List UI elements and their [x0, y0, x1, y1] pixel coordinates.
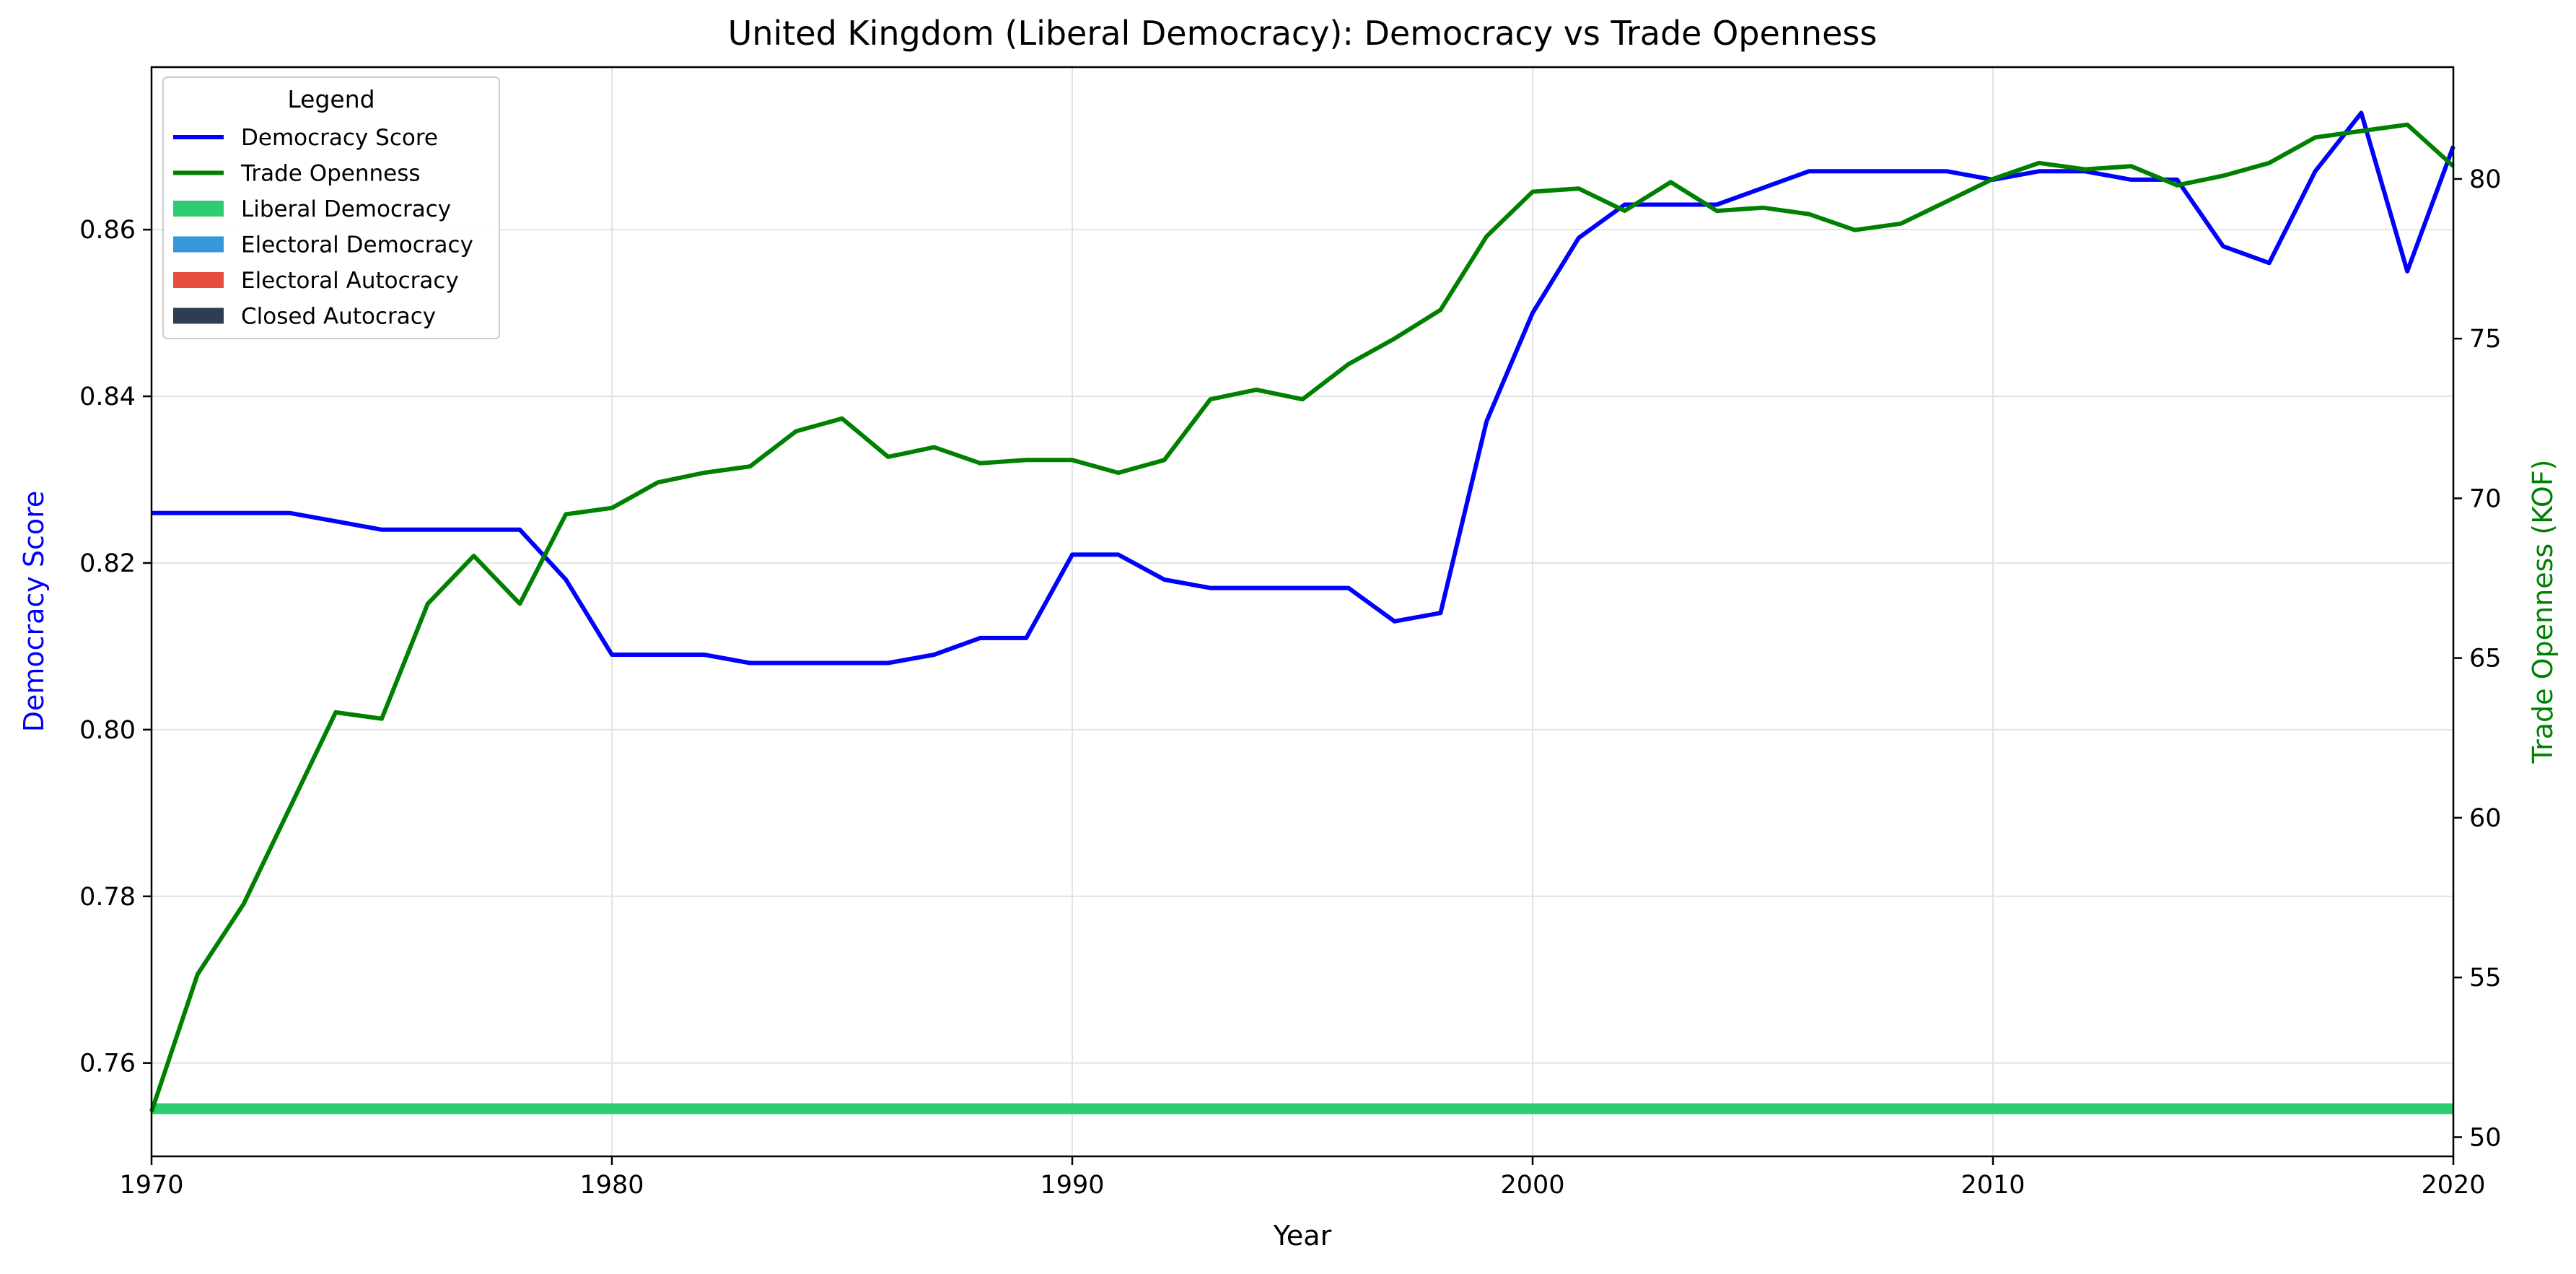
series-line-democracy-score [152, 110, 2455, 666]
y-axis-right-label: Trade Openness (KOF) [2527, 459, 2559, 764]
legend-label-trade-openness: Trade Openness [240, 161, 421, 187]
legend-entries: Democracy Score Trade Openness Liberal Dem… [173, 125, 473, 330]
x-tick-label: 1970 [119, 1171, 183, 1200]
series-layer [149, 110, 2455, 1112]
legend-swatch-electoral-autocracy [173, 272, 224, 288]
legend-swatch-closed-autocracy [173, 307, 224, 324]
y-right-tick-label: 55 [2469, 964, 2502, 992]
chart-title: United Kingdom (Liberal Democracy): Demo… [728, 14, 1878, 53]
x-tick-label: 1980 [579, 1171, 644, 1200]
y-right-tick-label: 70 [2469, 484, 2502, 513]
legend-label-electoral-autocracy: Electoral Autocracy [241, 268, 459, 294]
legend-swatch-electoral-democracy [173, 236, 224, 253]
legend: Legend Democracy Score Trade Openness Libe… [162, 77, 500, 339]
y-right-tick-label: 80 [2469, 165, 2502, 194]
y-left-tick-label: 0.86 [79, 216, 136, 245]
grid [151, 67, 2454, 1156]
legend-label-electoral-democracy: Electoral Democracy [241, 232, 473, 258]
legend-label-liberal-democracy: Liberal Democracy [241, 196, 451, 222]
y-left-tick-label: 0.76 [79, 1050, 136, 1078]
x-tick-label: 2000 [1500, 1171, 1564, 1200]
x-tick-label: 1990 [1040, 1171, 1104, 1200]
legend-label-democracy-score: Democracy Score [241, 125, 438, 151]
y-axis-right: 50 55 60 65 70 75 80 [2453, 165, 2502, 1152]
x-axis: 1970 1980 1990 2000 2010 2020 [119, 1156, 2486, 1200]
y-left-tick-label: 0.84 [79, 383, 136, 411]
y-left-tick-label: 0.80 [79, 716, 136, 745]
y-right-tick-label: 75 [2469, 325, 2502, 354]
x-tick-label: 2020 [2421, 1171, 2485, 1200]
legend-box [162, 77, 500, 339]
y-left-tick-label: 0.82 [79, 549, 136, 578]
legend-title: Legend [287, 85, 374, 113]
x-axis-label: Year [1273, 1220, 1332, 1252]
plot-frame [150, 66, 2455, 1158]
y-right-tick-label: 65 [2469, 645, 2502, 673]
x-tick-label: 2010 [1961, 1171, 2025, 1200]
legend-swatch-liberal-democracy [173, 201, 224, 217]
y-left-tick-label: 0.78 [79, 883, 136, 912]
y-right-tick-label: 50 [2469, 1123, 2502, 1152]
y-axis-left-label: Democracy Score [18, 491, 50, 733]
legend-label-closed-autocracy: Closed Autocracy [241, 304, 436, 330]
y-axis-left: 0.76 0.78 0.80 0.82 0.84 0.86 [79, 216, 152, 1078]
y-right-tick-label: 60 [2469, 804, 2502, 833]
series-line-trade-openness [149, 122, 2455, 1112]
